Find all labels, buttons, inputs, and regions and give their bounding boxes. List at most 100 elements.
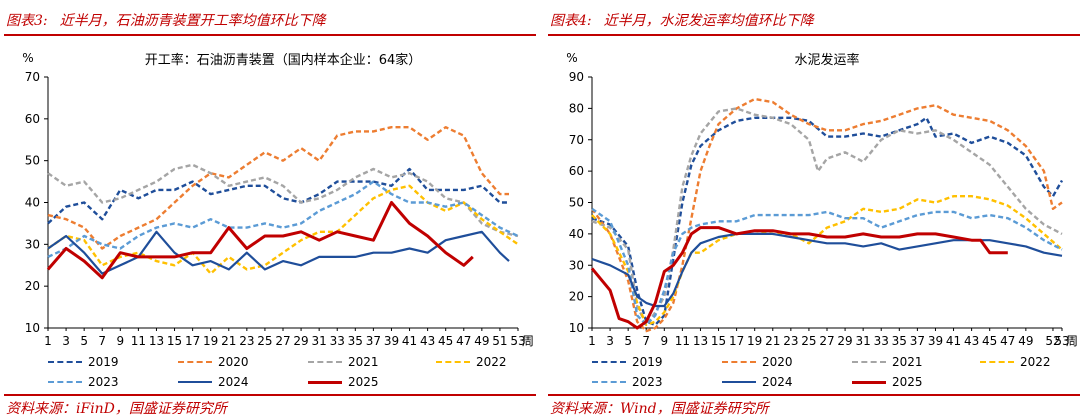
figure-number: 图表3: (6, 13, 48, 29)
figure-caption: 图表3: 近半月，石油沥青装置开工率均值环比下降 (6, 10, 338, 30)
legend-label: 2025 (348, 375, 379, 389)
legend-swatch (980, 361, 1014, 363)
x-axis-unit: 周 (522, 334, 534, 348)
legend-label: 2021 (348, 355, 379, 369)
x-tick-label: 43 (420, 334, 435, 348)
legend-item-2019: 2019 (592, 353, 663, 371)
y-tick-label: 60 (25, 112, 40, 126)
x-tick-label: 31 (312, 334, 327, 348)
x-tick-label: 21 (221, 334, 236, 348)
x-tick-label: 39 (384, 334, 399, 348)
legend-item-2024: 2024 (178, 373, 249, 391)
x-tick-label: 15 (167, 334, 182, 348)
x-tick-label: 29 (293, 334, 308, 348)
series-line-2025 (46, 201, 474, 280)
x-tick-label: 7 (98, 334, 106, 348)
legend-label: 2021 (892, 355, 923, 369)
legend-swatch (48, 361, 82, 363)
legend-item-2022: 2022 (980, 353, 1051, 371)
y-tick-label: 70 (569, 133, 584, 147)
legend-item-2021: 2021 (852, 353, 923, 371)
x-tick-label: 1 (44, 334, 52, 348)
series-line-2024 (47, 230, 510, 275)
x-tick-label: 3 (606, 334, 614, 348)
x-tick-label: 52 (1045, 334, 1060, 348)
x-tick-label: 7 (642, 334, 650, 348)
y-tick-label: 30 (25, 237, 40, 251)
x-tick-label: 35 (892, 334, 907, 348)
x-tick-label: 49 (474, 334, 489, 348)
chart-legend: 2019 2020 2021 2022 2023 2024 2025 (48, 353, 528, 393)
x-tick-label: 11 (131, 334, 146, 348)
legend-swatch (48, 381, 82, 383)
figure-title: 近半月，石油沥青装置开工率均值环比下降 (59, 13, 326, 29)
x-axis-unit: 周 (1066, 334, 1078, 348)
x-tick-label: 45 (438, 334, 453, 348)
legend-item-2025: 2025 (852, 373, 923, 391)
y-tick-label: 20 (25, 279, 40, 293)
legend-label: 2019 (88, 355, 119, 369)
legend-item-2023: 2023 (48, 373, 119, 391)
x-tick-label: 47 (456, 334, 471, 348)
legend-label: 2024 (762, 375, 793, 389)
figure-title: 近半月，水泥发运率均值环比下降 (603, 13, 814, 29)
chart-title: 水泥发运率 (794, 52, 859, 68)
legend-label: 2023 (632, 375, 663, 389)
y-tick-label: 40 (25, 196, 40, 210)
x-tick-label: 23 (783, 334, 798, 348)
series-line-2022 (591, 195, 1063, 327)
legend-swatch (178, 361, 212, 363)
x-tick-label: 19 (203, 334, 218, 348)
legend-label: 2022 (1020, 355, 1051, 369)
legend-item-2023: 2023 (592, 373, 663, 391)
legend-item-2022: 2022 (436, 353, 507, 371)
y-tick-label: 90 (569, 70, 584, 84)
x-tick-label: 27 (275, 334, 290, 348)
legend-swatch (436, 361, 470, 363)
x-tick-label: 33 (874, 334, 889, 348)
legend-swatch (308, 380, 342, 384)
series-line-2019 (47, 167, 509, 225)
source-note: 资料来源：iFinD，国盛证券研究所 (6, 401, 227, 417)
x-tick-label: 25 (801, 334, 816, 348)
x-tick-label: 5 (624, 334, 632, 348)
x-tick-label: 47 (1000, 334, 1015, 348)
x-tick-label: 41 (946, 334, 961, 348)
x-tick-label: 3 (62, 334, 70, 348)
legend-label: 2020 (762, 355, 793, 369)
x-tick-label: 33 (330, 334, 345, 348)
legend-item-2024: 2024 (722, 373, 793, 391)
legend-swatch (178, 381, 212, 383)
x-tick-label: 39 (928, 334, 943, 348)
x-tick-label: 9 (660, 334, 668, 348)
x-tick-label: 27 (819, 334, 834, 348)
x-tick-label: 23 (239, 334, 254, 348)
y-tick-label: 40 (569, 227, 584, 241)
x-tick-label: 15 (711, 334, 726, 348)
legend-swatch (852, 361, 886, 363)
x-tick-label: 41 (402, 334, 417, 348)
legend-swatch (722, 381, 756, 383)
x-tick-label: 29 (837, 334, 852, 348)
footer-divider (548, 394, 1080, 396)
x-tick-label: 35 (348, 334, 363, 348)
x-tick-label: 53 (1054, 334, 1069, 348)
chart-title: 开工率：石油沥青装置（国内样本企业：64家） (145, 52, 422, 68)
y-tick-label: 70 (25, 70, 40, 84)
footer-divider (4, 394, 536, 396)
x-tick-label: 13 (693, 334, 708, 348)
header-divider (548, 34, 1080, 36)
series-line-2020 (47, 126, 509, 250)
y-tick-label: 10 (569, 321, 584, 335)
legend-swatch (308, 361, 342, 363)
x-tick-label: 11 (675, 334, 690, 348)
left-figure-panel: 图表3: 近半月，石油沥青装置开工率均值环比下降 开工率：石油沥青装置（国内样本企… (4, 0, 536, 420)
x-tick-label: 53 (510, 334, 525, 348)
x-tick-label: 19 (747, 334, 762, 348)
header-divider (4, 34, 536, 36)
legend-label: 2024 (218, 375, 249, 389)
figure-caption: 图表4: 近半月，水泥发运率均值环比下降 (550, 10, 826, 30)
series-line-2025 (590, 226, 1008, 330)
legend-swatch (722, 361, 756, 363)
